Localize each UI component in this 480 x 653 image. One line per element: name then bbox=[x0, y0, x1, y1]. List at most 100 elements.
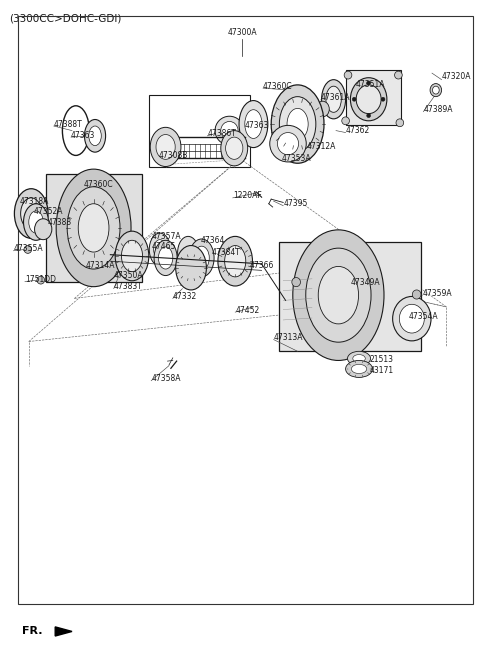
Text: 47361A: 47361A bbox=[321, 93, 350, 103]
Bar bbox=[279, 242, 421, 351]
Ellipse shape bbox=[322, 80, 346, 119]
Ellipse shape bbox=[350, 78, 387, 121]
Text: 47452: 47452 bbox=[235, 306, 260, 315]
Ellipse shape bbox=[24, 204, 48, 240]
Ellipse shape bbox=[78, 204, 109, 252]
Text: (3300CC>DOHC-GDI): (3300CC>DOHC-GDI) bbox=[10, 13, 122, 23]
Bar bbox=[149, 95, 250, 167]
Text: 47358A: 47358A bbox=[151, 374, 180, 383]
Text: 21513: 21513 bbox=[370, 355, 394, 364]
Ellipse shape bbox=[306, 248, 371, 342]
Ellipse shape bbox=[121, 240, 143, 272]
Ellipse shape bbox=[218, 236, 252, 286]
Ellipse shape bbox=[24, 246, 32, 253]
Ellipse shape bbox=[292, 278, 300, 287]
Ellipse shape bbox=[348, 351, 371, 366]
Ellipse shape bbox=[215, 116, 244, 145]
Ellipse shape bbox=[14, 189, 48, 238]
Text: 47360C: 47360C bbox=[263, 82, 293, 91]
Text: 47355A: 47355A bbox=[13, 244, 43, 253]
Ellipse shape bbox=[367, 81, 371, 85]
Text: 47318A: 47318A bbox=[19, 197, 48, 206]
Ellipse shape bbox=[89, 126, 101, 146]
Ellipse shape bbox=[158, 247, 173, 269]
Text: 47351A: 47351A bbox=[355, 80, 384, 89]
Text: 47308B: 47308B bbox=[158, 151, 188, 160]
Text: 47353A: 47353A bbox=[282, 153, 312, 163]
Ellipse shape bbox=[356, 85, 381, 114]
Text: 47350A: 47350A bbox=[114, 271, 144, 280]
Bar bbox=[46, 174, 142, 282]
Ellipse shape bbox=[178, 236, 199, 269]
Text: 47314A: 47314A bbox=[85, 261, 115, 270]
Text: FR.: FR. bbox=[22, 626, 42, 637]
Ellipse shape bbox=[395, 71, 402, 79]
Text: 47366: 47366 bbox=[250, 261, 274, 270]
Text: 47386T: 47386T bbox=[207, 129, 236, 138]
Ellipse shape bbox=[84, 119, 106, 152]
Ellipse shape bbox=[189, 239, 214, 277]
Ellipse shape bbox=[293, 230, 384, 360]
Text: 47349A: 47349A bbox=[350, 278, 380, 287]
Ellipse shape bbox=[353, 355, 365, 362]
Text: 47465: 47465 bbox=[151, 242, 176, 251]
Text: 43171: 43171 bbox=[370, 366, 394, 375]
Text: 47395: 47395 bbox=[283, 199, 308, 208]
Text: 47312A: 47312A bbox=[306, 142, 336, 151]
Ellipse shape bbox=[342, 117, 349, 125]
Ellipse shape bbox=[221, 121, 238, 140]
Ellipse shape bbox=[326, 86, 341, 112]
Ellipse shape bbox=[226, 137, 243, 159]
Text: 1751DD: 1751DD bbox=[25, 275, 56, 284]
Ellipse shape bbox=[176, 246, 206, 290]
Ellipse shape bbox=[399, 304, 424, 333]
Ellipse shape bbox=[277, 133, 299, 155]
Ellipse shape bbox=[430, 84, 442, 97]
Text: 47360C: 47360C bbox=[84, 180, 114, 189]
Ellipse shape bbox=[270, 125, 306, 162]
Ellipse shape bbox=[21, 198, 42, 229]
Ellipse shape bbox=[279, 97, 316, 151]
Text: 47332: 47332 bbox=[173, 292, 197, 301]
Ellipse shape bbox=[346, 360, 372, 377]
Ellipse shape bbox=[287, 108, 308, 140]
Text: 47300A: 47300A bbox=[228, 28, 257, 37]
Text: 47384T: 47384T bbox=[211, 247, 240, 257]
Text: 47383: 47383 bbox=[48, 217, 72, 227]
Ellipse shape bbox=[271, 85, 324, 163]
Text: 47383T: 47383T bbox=[114, 282, 143, 291]
Ellipse shape bbox=[194, 246, 209, 270]
Ellipse shape bbox=[35, 219, 52, 240]
Text: 47313A: 47313A bbox=[274, 333, 303, 342]
Bar bbox=[346, 70, 401, 125]
Text: 47364: 47364 bbox=[201, 236, 225, 246]
Ellipse shape bbox=[56, 169, 131, 287]
Ellipse shape bbox=[150, 127, 181, 167]
Text: 47359A: 47359A bbox=[422, 289, 452, 298]
Ellipse shape bbox=[154, 240, 177, 276]
Ellipse shape bbox=[239, 101, 268, 148]
Ellipse shape bbox=[67, 187, 120, 269]
Text: 47363: 47363 bbox=[245, 121, 269, 130]
Ellipse shape bbox=[37, 276, 45, 284]
Text: 1220AF: 1220AF bbox=[233, 191, 262, 200]
Ellipse shape bbox=[396, 119, 404, 127]
Ellipse shape bbox=[432, 86, 439, 94]
Ellipse shape bbox=[221, 131, 248, 166]
Ellipse shape bbox=[351, 364, 367, 374]
Ellipse shape bbox=[412, 290, 421, 299]
Text: 47357A: 47357A bbox=[151, 232, 181, 241]
Ellipse shape bbox=[367, 114, 371, 118]
Text: 47389A: 47389A bbox=[423, 105, 453, 114]
Polygon shape bbox=[55, 627, 72, 636]
Ellipse shape bbox=[225, 246, 246, 277]
Ellipse shape bbox=[245, 110, 262, 138]
Text: 47352A: 47352A bbox=[34, 207, 63, 216]
Ellipse shape bbox=[316, 101, 329, 117]
Text: 47320A: 47320A bbox=[442, 72, 471, 81]
Ellipse shape bbox=[381, 97, 385, 101]
Ellipse shape bbox=[115, 231, 149, 281]
Ellipse shape bbox=[352, 97, 356, 101]
Text: 47354A: 47354A bbox=[409, 312, 439, 321]
Ellipse shape bbox=[156, 135, 175, 159]
